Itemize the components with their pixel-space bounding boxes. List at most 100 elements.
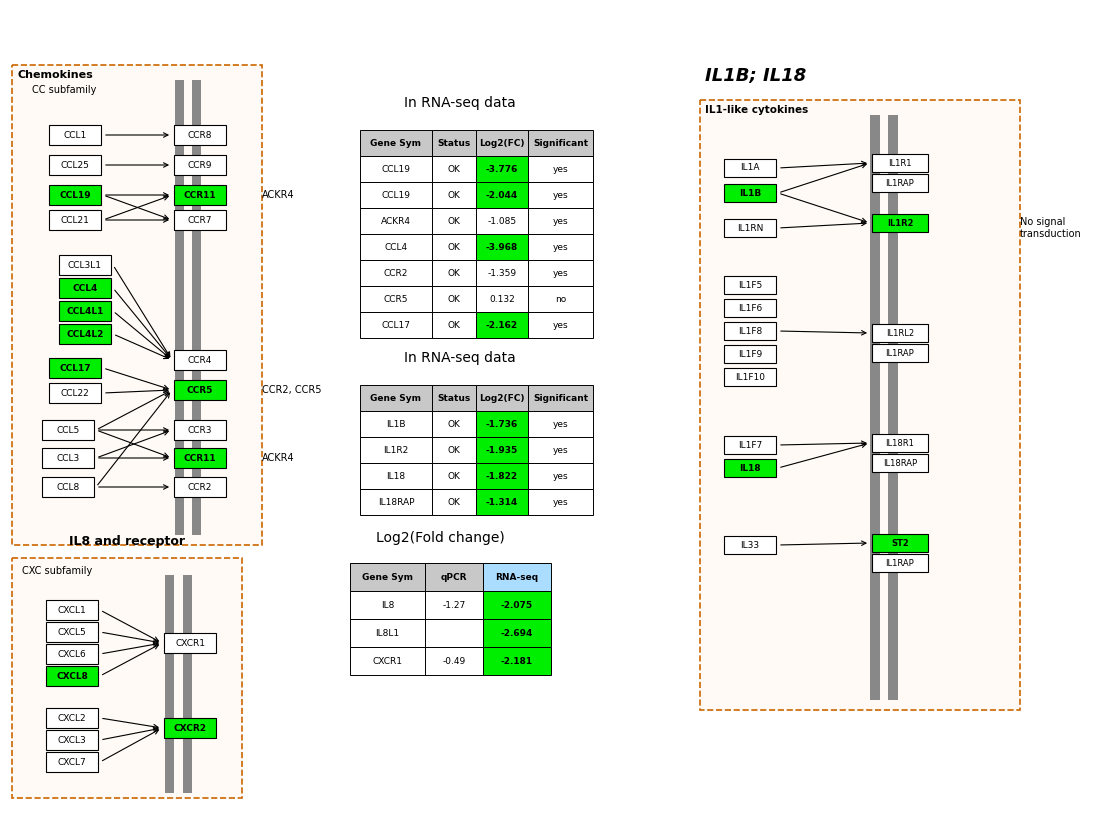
Bar xyxy=(192,80,201,535)
Bar xyxy=(46,708,98,728)
Bar xyxy=(46,666,98,686)
Text: Significant: Significant xyxy=(533,138,588,147)
Text: CCL19: CCL19 xyxy=(382,191,410,200)
Text: yes: yes xyxy=(553,164,568,173)
Text: IL18: IL18 xyxy=(386,472,406,481)
Text: Log2(FC): Log2(FC) xyxy=(479,138,525,147)
Bar xyxy=(476,182,528,208)
Text: IL1B; IL18: IL1B; IL18 xyxy=(705,67,806,85)
Text: OK: OK xyxy=(448,242,460,252)
Text: CXCL8: CXCL8 xyxy=(56,672,88,681)
Bar xyxy=(360,286,432,312)
Text: CCL19: CCL19 xyxy=(382,164,410,173)
Bar xyxy=(483,619,552,647)
Bar xyxy=(432,234,476,260)
Text: CCL4L2: CCL4L2 xyxy=(66,330,104,339)
Text: CCR8: CCR8 xyxy=(188,131,212,140)
Bar xyxy=(49,383,101,403)
Text: CCR11: CCR11 xyxy=(184,454,216,463)
Text: CXCL1: CXCL1 xyxy=(57,606,86,615)
Bar xyxy=(872,554,928,572)
Text: -1.359: -1.359 xyxy=(488,269,516,278)
Bar xyxy=(872,214,928,232)
Bar xyxy=(476,437,528,463)
Text: OK: OK xyxy=(448,497,460,506)
Text: OK: OK xyxy=(448,446,460,455)
Bar xyxy=(528,234,593,260)
Text: Log2(Fold change): Log2(Fold change) xyxy=(376,531,504,545)
Bar xyxy=(58,324,111,344)
Bar xyxy=(174,448,226,468)
Bar xyxy=(528,286,593,312)
Text: IL1F5: IL1F5 xyxy=(738,280,762,289)
Text: CCR4: CCR4 xyxy=(188,355,212,364)
Text: CCR2, CCR5: CCR2, CCR5 xyxy=(263,385,321,395)
Bar xyxy=(49,155,101,175)
Bar xyxy=(528,385,593,411)
Text: ACKR4: ACKR4 xyxy=(381,216,411,225)
Text: IL8: IL8 xyxy=(381,601,394,609)
Text: ST2: ST2 xyxy=(891,538,909,547)
Text: CCL1: CCL1 xyxy=(63,131,87,140)
Bar xyxy=(360,208,432,234)
Text: RNA-seq: RNA-seq xyxy=(495,572,538,581)
FancyBboxPatch shape xyxy=(12,558,242,798)
Bar xyxy=(350,647,425,675)
Bar xyxy=(528,130,593,156)
Bar xyxy=(58,301,111,321)
Bar xyxy=(724,184,777,202)
Text: no: no xyxy=(555,294,566,303)
Text: CXCL3: CXCL3 xyxy=(57,736,86,745)
Bar xyxy=(483,591,552,619)
Text: IL1F7: IL1F7 xyxy=(738,441,762,450)
Bar xyxy=(432,489,476,515)
Text: CXC subfamily: CXC subfamily xyxy=(22,566,93,576)
Bar xyxy=(870,115,880,700)
Bar xyxy=(174,210,226,230)
Bar xyxy=(360,312,432,338)
Text: CCR3: CCR3 xyxy=(188,426,212,435)
Bar xyxy=(350,619,425,647)
Text: CXCL2: CXCL2 xyxy=(57,713,86,723)
Text: IL1F6: IL1F6 xyxy=(738,303,762,312)
Text: qPCR: qPCR xyxy=(441,572,468,581)
Text: IL8L1: IL8L1 xyxy=(375,629,399,638)
Bar xyxy=(360,437,432,463)
Text: Chemokines: Chemokines xyxy=(17,70,93,80)
Text: OK: OK xyxy=(448,321,460,330)
Bar xyxy=(724,322,777,340)
Text: IL1RAP: IL1RAP xyxy=(886,178,914,187)
Text: IL1R2: IL1R2 xyxy=(384,446,408,455)
Text: IL1R1: IL1R1 xyxy=(888,159,912,168)
Text: yes: yes xyxy=(553,216,568,225)
Text: IL33: IL33 xyxy=(740,541,760,549)
Bar xyxy=(49,210,101,230)
Bar xyxy=(58,255,111,275)
Bar xyxy=(528,260,593,286)
Bar xyxy=(432,437,476,463)
Bar xyxy=(360,260,432,286)
Bar xyxy=(476,463,528,489)
Bar xyxy=(360,182,432,208)
Text: Status: Status xyxy=(438,138,471,147)
Bar xyxy=(164,718,216,738)
Bar xyxy=(872,344,928,362)
Bar xyxy=(528,437,593,463)
Bar xyxy=(724,368,777,386)
Text: CCL25: CCL25 xyxy=(61,160,89,169)
Text: -1.822: -1.822 xyxy=(486,472,518,481)
Bar xyxy=(350,591,425,619)
Text: IL1-like cytokines: IL1-like cytokines xyxy=(705,105,808,115)
Text: OK: OK xyxy=(448,164,460,173)
Text: -2.694: -2.694 xyxy=(501,629,533,638)
Bar xyxy=(476,385,528,411)
Bar xyxy=(164,633,216,653)
Bar xyxy=(175,80,184,535)
Text: CCR2: CCR2 xyxy=(188,483,212,492)
Text: Gene Sym: Gene Sym xyxy=(371,138,421,147)
Text: IL18RAP: IL18RAP xyxy=(377,497,415,506)
Bar xyxy=(174,350,226,370)
Bar xyxy=(46,730,98,750)
Bar xyxy=(174,155,226,175)
Bar xyxy=(528,208,593,234)
